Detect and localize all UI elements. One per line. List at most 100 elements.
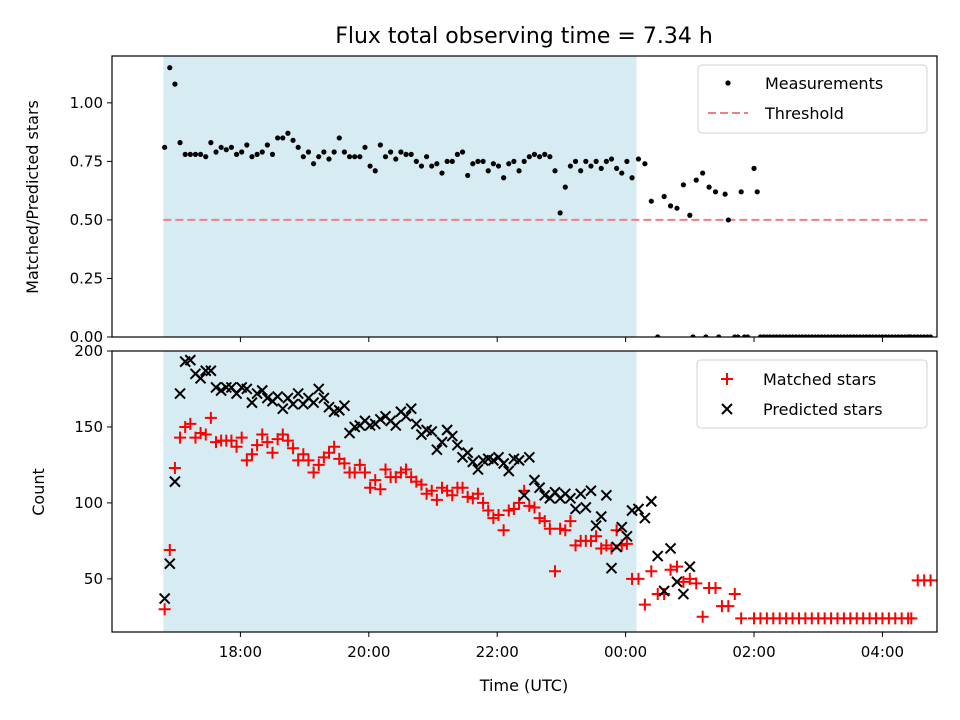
matched-star-marker [230,440,243,453]
matched-star-marker [690,577,703,590]
matched-star-marker [728,588,741,601]
predicted-star-marker [287,398,299,410]
measurement-point [475,158,481,164]
predicted-star-marker [431,444,443,456]
predicted-star-marker [590,519,602,532]
predicted-star-marker [528,474,541,486]
predicted-star-marker [313,383,325,395]
measurement-point [305,149,312,155]
top-ytick-label: 0.50 [70,211,103,229]
measurement-point [927,334,934,337]
top-ytick-label: 1.00 [70,94,103,112]
measurement-point [470,161,476,167]
legend-matched-label: Matched stars [763,370,876,389]
predicted-star-marker [277,403,289,415]
measurement-point [244,142,250,148]
bottom-ytick-label: 200 [74,342,103,360]
matched-star-marker [379,463,392,476]
matched-star-marker [400,463,413,476]
predicted-star-marker [205,365,217,377]
top-panel: 0.00 0.25 0.50 0.75 1.00 Matched/Predicted s… [23,55,938,346]
measurement-point [223,147,229,153]
predicted-star-marker [487,454,500,467]
bottom-ytick-label: 50 [84,570,103,588]
measurement-point [413,158,419,164]
matched-star-marker [369,474,382,487]
measurement-point [182,151,188,157]
matched-star-marker [492,509,505,522]
predicted-star-marker [215,384,227,397]
measurement-point [249,154,255,160]
measurement-point [608,156,615,162]
measurement-point [321,149,327,155]
bottom-legend-box [696,359,928,429]
measurement-point [465,172,471,179]
matched-star-marker [281,434,294,447]
matched-star-marker [554,522,567,535]
predicted-star-marker [658,585,670,597]
measurement-point [655,334,661,337]
measurement-point [362,144,368,150]
measurement-point [495,163,502,169]
measurement-point [516,168,522,174]
matched-star-marker [683,572,696,585]
predicted-star-marker [639,512,651,524]
x-axis-label: Time (UTC) [479,676,568,695]
measurement-point [208,140,214,146]
measurement-point [357,154,363,160]
matched-star-marker [194,427,207,440]
measurement-point [408,151,414,157]
measurement-point [403,151,409,157]
matched-star-marker [240,454,253,467]
measurement-point [642,161,648,167]
matched-star-marker [523,499,536,512]
xtick-label: 02:00 [732,643,775,661]
top-ytick-label: 0.25 [70,269,103,287]
measurement-point [506,161,512,167]
predicted-star-marker [503,465,515,477]
matched-star-marker [502,504,515,517]
matched-star-marker [158,603,171,616]
predicted-star-marker [164,557,176,570]
measurement-point [693,177,699,183]
predicted-star-marker [158,592,171,605]
predicted-star-marker [220,381,232,394]
matched-star-marker [225,434,238,447]
measurement-point [254,151,260,157]
measurement-point [280,135,286,141]
predicted-star-marker [472,463,484,476]
measurement-point [906,334,912,337]
observing-window-top [163,56,637,337]
measurement-point [578,168,584,174]
bottom-panel: 50 100 150 200 18:00 20:00 22:00 00:00 02:00 04:… [29,342,938,695]
predicted-star-marker [605,562,618,574]
matched-star-marker [538,515,551,528]
measurement-point [745,334,751,337]
predicted-star-marker [338,399,351,412]
matched-star-marker [559,524,572,537]
measurement-point [352,154,358,160]
predicted-star-marker [621,530,633,543]
matched-star-marker [210,436,223,449]
predicted-star-marker [461,447,474,459]
matched-star-marker [415,478,428,491]
matched-star-marker [528,501,541,514]
predicted-star-marker [210,381,222,394]
measurement-point [706,184,712,190]
predicted-star-marker [246,396,258,409]
predicted-star-marker [318,392,330,404]
measurement-point [203,154,209,160]
measurement-point [674,205,680,211]
matched-star-marker [204,411,217,424]
measurement-point [439,170,445,176]
predicted-star-marker [564,492,577,505]
predicted-star-marker [374,413,387,426]
measurement-point [418,163,425,169]
measurement-point [162,144,168,150]
predicted-star-marker [671,576,683,588]
measurement-point [269,151,276,157]
measurement-point [648,198,654,204]
measurement-point [295,144,301,150]
measurement-point [667,203,674,209]
measurement-point [511,158,517,164]
